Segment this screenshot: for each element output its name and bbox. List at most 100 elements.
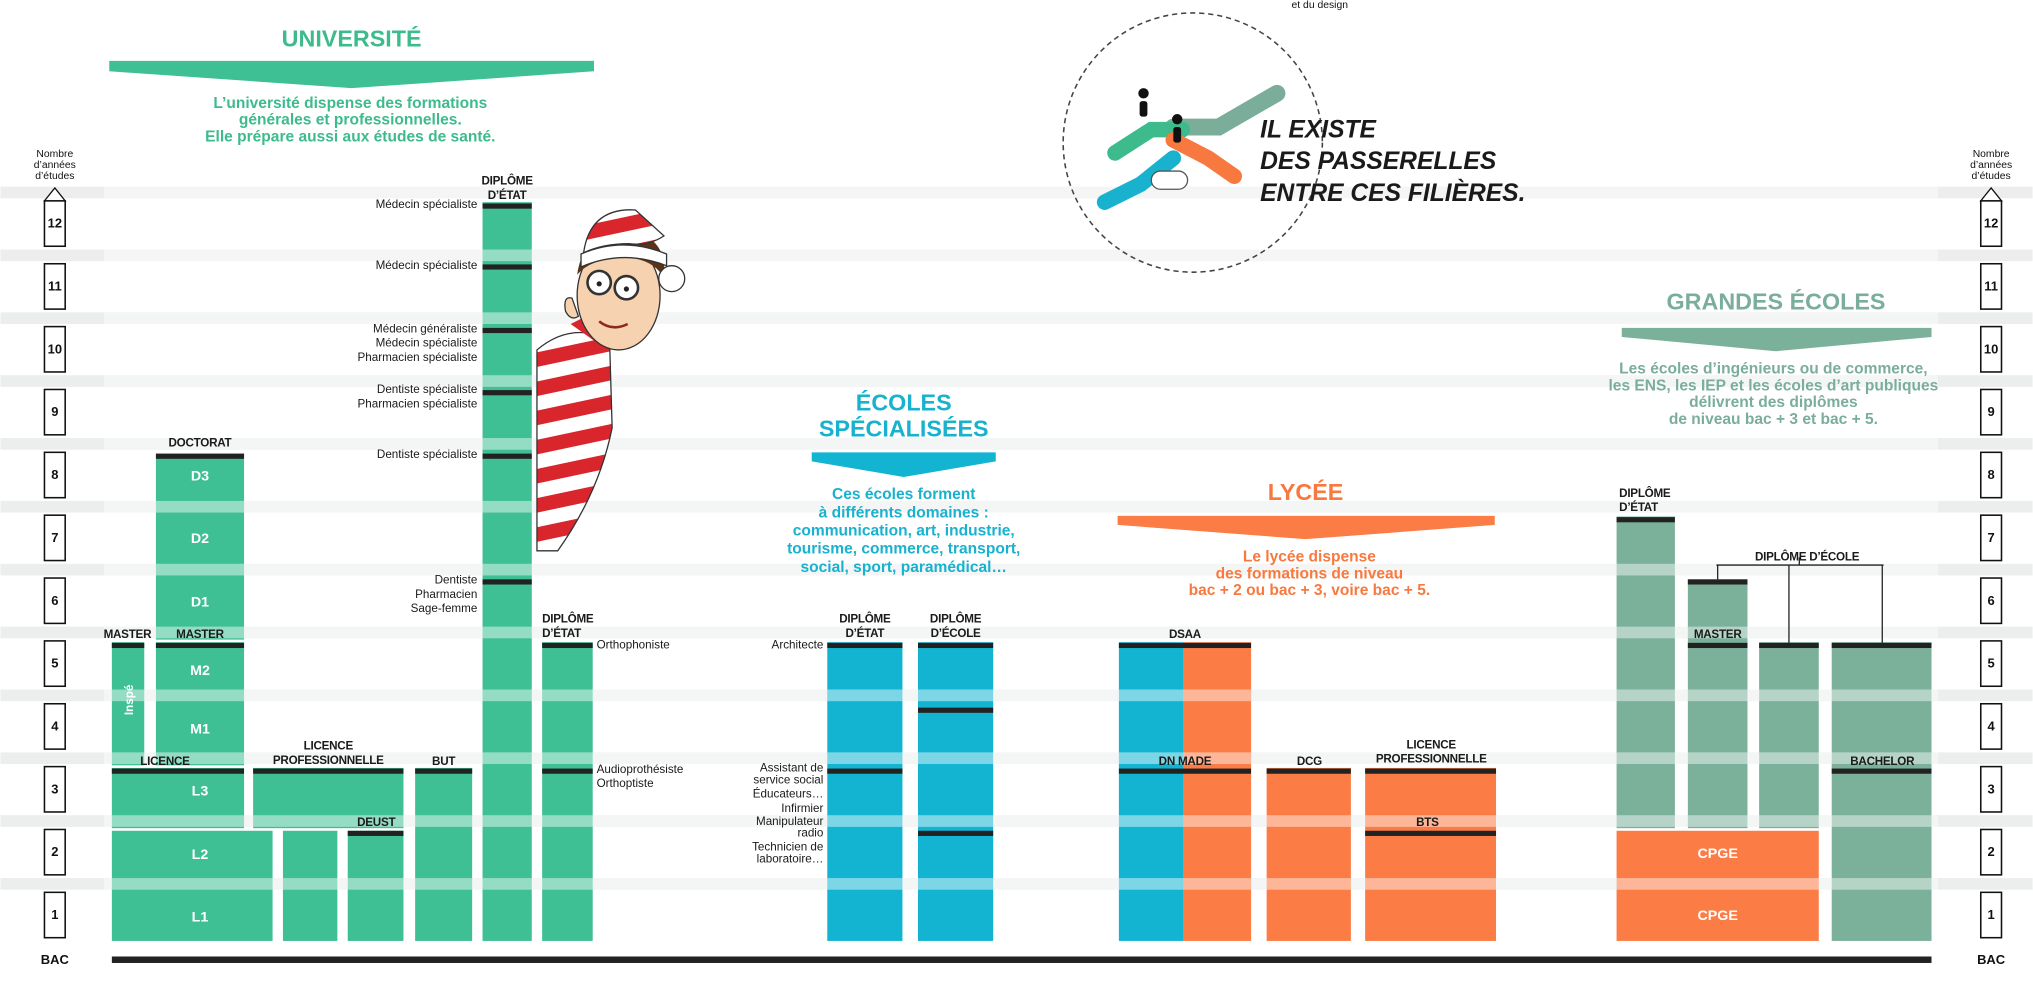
bar — [1365, 768, 1496, 941]
header-marker — [483, 328, 532, 333]
header-marker — [1688, 643, 1748, 648]
bar-stripe — [104, 564, 1938, 576]
passerelles-text: IL EXISTE — [1260, 116, 1377, 143]
bac-line — [112, 956, 1932, 962]
diploma-label: MASTER — [104, 628, 153, 641]
header-marker — [1832, 769, 1932, 774]
diploma-label: PROFESSIONNELLE — [273, 754, 384, 767]
header-marker — [483, 264, 532, 269]
year-number: 5 — [51, 656, 58, 671]
bar — [542, 642, 593, 941]
header-marker — [1617, 517, 1675, 522]
diploma-label: BTS — [1416, 816, 1439, 829]
year-number: 8 — [51, 467, 58, 482]
year-number: 11 — [48, 278, 62, 293]
year-number: 4 — [51, 719, 59, 734]
section-description: tourisme, commerce, transport, — [787, 541, 1020, 558]
diploma-label: D’ÉTAT — [1619, 501, 1658, 514]
profession-label: Orthoptiste — [597, 777, 654, 790]
header-marker — [253, 769, 403, 774]
diploma-label: DIPLÔME — [542, 613, 594, 626]
header-marker — [112, 643, 144, 648]
year-number: 6 — [1988, 593, 1995, 608]
scale-label: d’études — [1972, 171, 2011, 182]
bar-stripe — [104, 690, 1938, 702]
banner-arrow — [1118, 516, 1495, 539]
bars — [44, 61, 2001, 963]
bar — [1832, 642, 1932, 941]
bac-label: BAC — [1977, 952, 2005, 967]
bar-text: CPGE — [1697, 908, 1737, 924]
header-marker — [1759, 643, 1819, 648]
year-number: 5 — [1988, 656, 1995, 671]
bar-text: CPGE — [1697, 846, 1737, 862]
year-number: 9 — [1988, 404, 1995, 419]
bar-stripe — [104, 878, 1938, 890]
section-title: GRANDES ÉCOLES — [1667, 287, 1886, 314]
profession-label: Sage-femme — [411, 602, 478, 615]
year-number: 6 — [51, 593, 58, 608]
diploma-label: DCG — [1297, 755, 1322, 768]
bar-text: L1 — [192, 909, 209, 925]
profession-label: Médecin généraliste — [373, 322, 477, 335]
header-marker — [1688, 579, 1748, 584]
bar-text: D1 — [191, 594, 209, 610]
diploma-label: DIPLÔME D’ÉCOLE — [1755, 550, 1860, 563]
scale-label: d’études — [35, 171, 74, 182]
bar — [1759, 642, 1819, 828]
passerelles-text: DES PASSERELLES — [1260, 148, 1497, 175]
bar — [1184, 642, 1251, 941]
body: et du designUNIVERSITÉL’université dispe… — [0, 0, 2033, 985]
header-marker — [542, 769, 593, 774]
section-title: UNIVERSITÉ — [282, 24, 422, 51]
header-marker — [1267, 769, 1351, 774]
bar-stripe — [104, 501, 1938, 513]
diploma-label: DOCTORAT — [169, 436, 232, 449]
header-marker — [918, 708, 993, 713]
diploma-label: DSAA — [1169, 628, 1202, 641]
section-title: SPÉCIALISÉES — [819, 414, 989, 441]
header-marker — [827, 769, 902, 774]
profession-label: Dentiste spécialiste — [377, 448, 477, 461]
section-description: social, sport, paramédical… — [800, 559, 1007, 576]
bar — [156, 642, 244, 765]
scale-label: d’années — [34, 160, 76, 171]
bar-text: D2 — [191, 531, 209, 547]
profession-label: Pharmacien spécialiste — [357, 351, 477, 364]
year-number: 1 — [51, 907, 58, 922]
diploma-label: DIPLÔME — [482, 175, 534, 188]
bac-label: BAC — [41, 952, 69, 967]
header-marker — [483, 203, 532, 208]
header-marker — [918, 831, 993, 836]
year-number: 11 — [1984, 278, 1998, 293]
diploma-label: DEUST — [357, 816, 395, 829]
section-description: bac + 2 ou bac + 3, voire bac + 5. — [1189, 582, 1431, 599]
header-marker — [156, 643, 244, 648]
top-note: et du design — [1292, 0, 1349, 11]
section-description: à différents domaines : — [819, 504, 989, 521]
bar-text: D3 — [191, 469, 209, 485]
header-marker — [1365, 831, 1496, 836]
bar — [918, 642, 993, 941]
bar — [1119, 642, 1184, 941]
header-marker — [483, 579, 532, 584]
profession-label: Pharmacien spécialiste — [357, 397, 477, 410]
section-description: Ces écoles forment — [832, 486, 975, 503]
header-marker — [415, 769, 472, 774]
section-description: Les écoles d’ingénieurs ou de commerce, — [1619, 360, 1927, 377]
profession-label: laboratoire… — [757, 852, 824, 865]
bar — [1267, 768, 1351, 941]
passerelles-text: ENTRE CES FILIÈRES. — [1260, 179, 1525, 207]
year-number: 10 — [48, 341, 62, 356]
bar-text: L3 — [192, 784, 209, 800]
bar — [1617, 516, 1675, 828]
header-marker — [1832, 643, 1932, 648]
header-marker — [156, 454, 244, 459]
diploma-label: D’ÉTAT — [845, 627, 884, 640]
bar — [415, 768, 472, 941]
bar — [827, 642, 902, 941]
bar-stripe — [104, 187, 1938, 199]
diploma-label: BACHELOR — [1850, 755, 1915, 768]
page: Schéma des études supérieures { "top_not… — [0, 0, 2033, 985]
year-number: 8 — [1988, 467, 1995, 482]
